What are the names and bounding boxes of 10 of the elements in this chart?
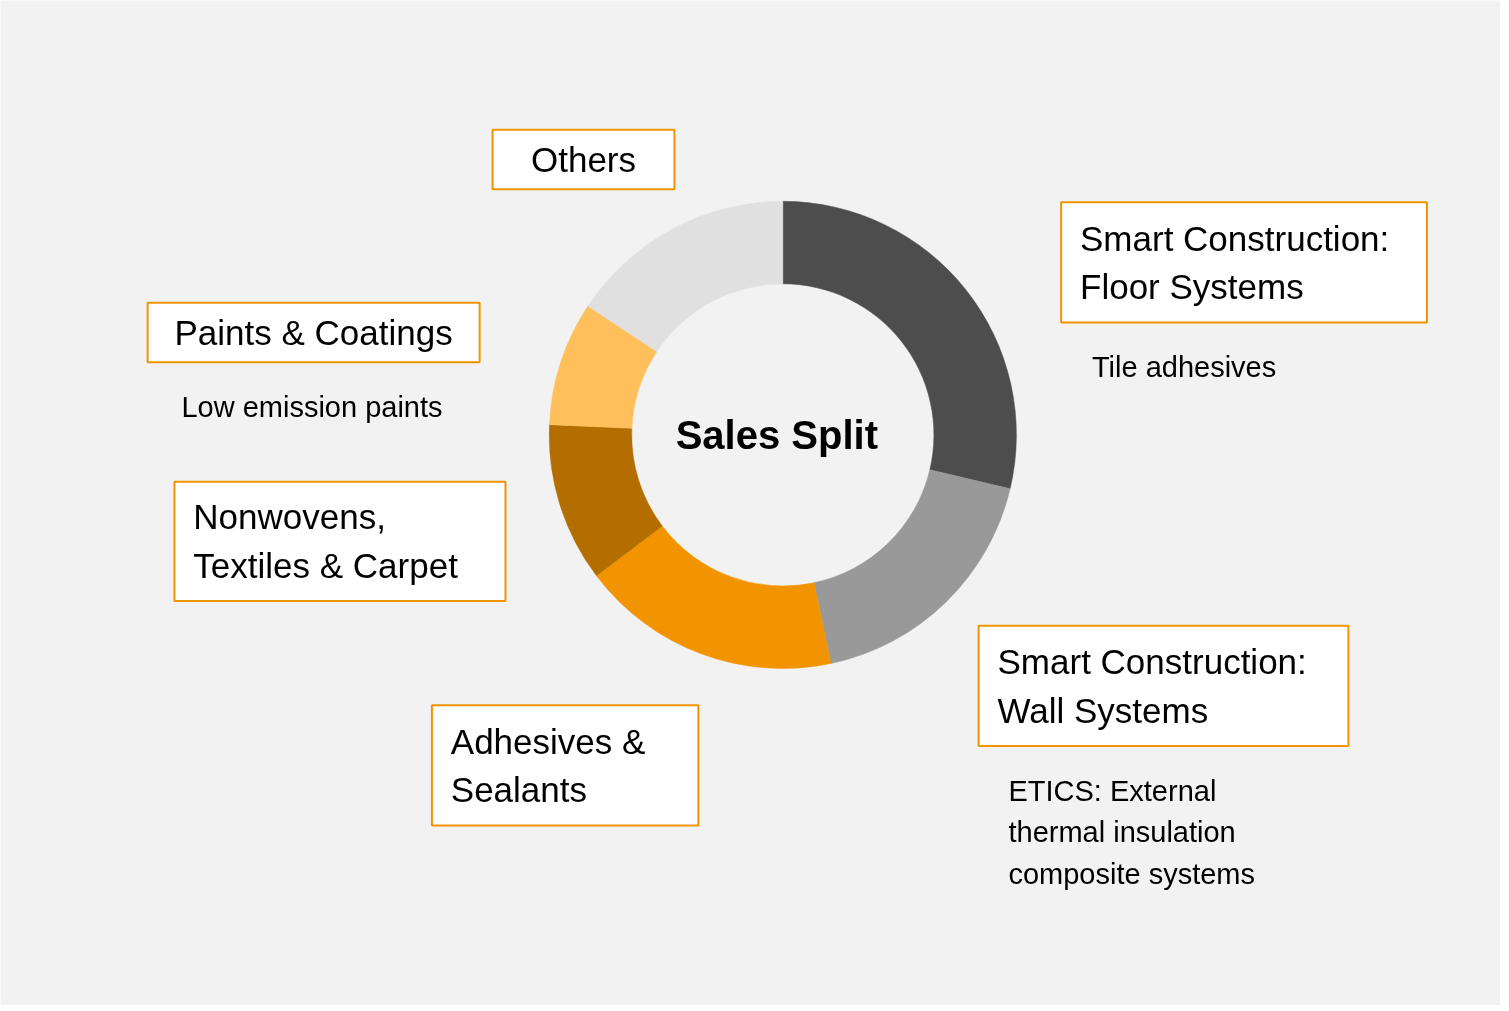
slice-label: Paints & Coatings (174, 313, 453, 353)
slice-label: Smart Construction: Wall Systems (997, 642, 1307, 730)
slice-label: Smart Construction: Floor Systems (1080, 218, 1390, 307)
text: ETICS: External thermal insulation composite systems (1008, 774, 1256, 890)
text: Low emission paints (181, 391, 443, 424)
slice-label: Others (530, 140, 637, 180)
slice-label: Adhesives & Sealants (450, 721, 646, 810)
slice-label: Nonwovens, Textiles & Carpet (193, 497, 459, 586)
text: Sales Split (675, 412, 878, 457)
text: Tile adhesives (1091, 351, 1277, 384)
